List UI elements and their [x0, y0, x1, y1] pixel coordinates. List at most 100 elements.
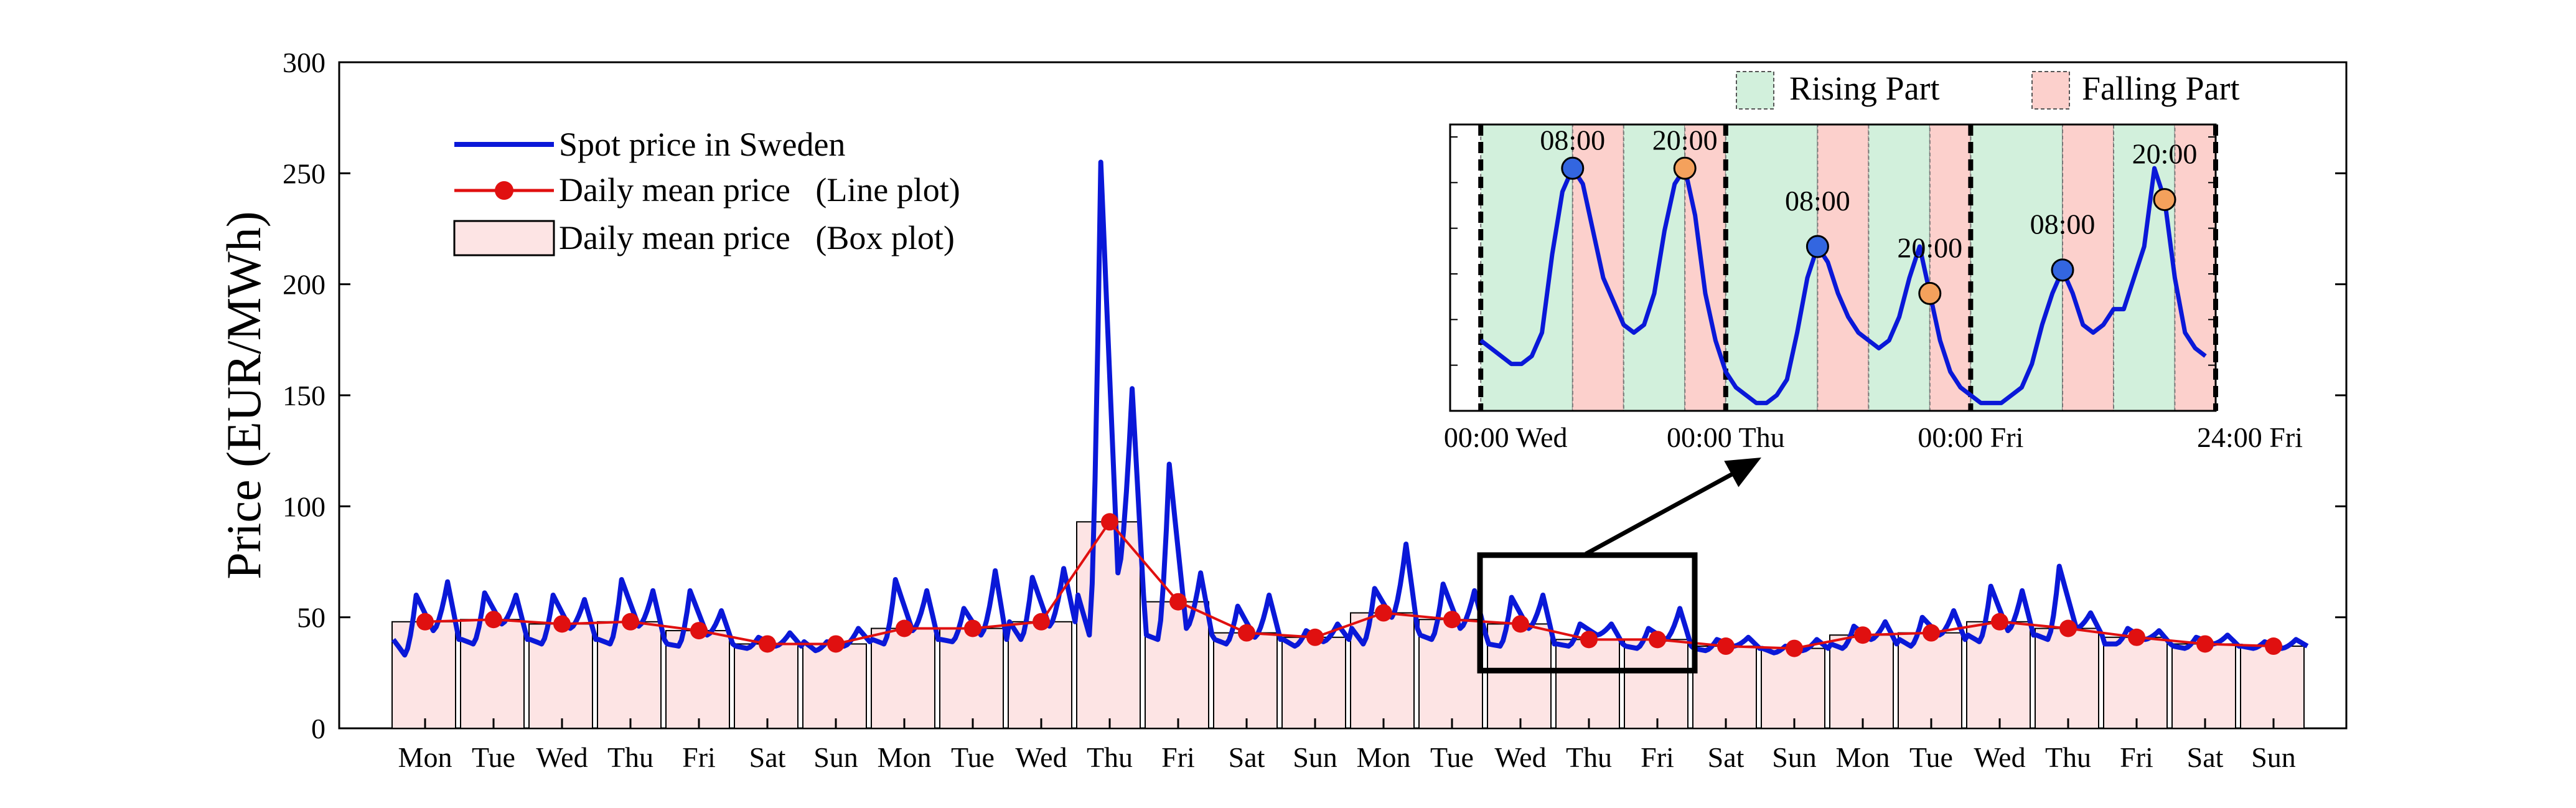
inset-ticks	[1450, 136, 2216, 411]
morning-peak-marker	[1561, 156, 1585, 180]
daily-mean-marker	[1101, 513, 1118, 531]
daily-mean-marker	[2196, 635, 2214, 653]
daily-mean-box	[2171, 643, 2236, 730]
legend-mean-marker	[495, 181, 513, 200]
evening-peak-marker	[2153, 188, 2176, 212]
x-tick-label: Wed	[1494, 741, 1546, 773]
peak-time-label: 08:00	[1785, 185, 1850, 217]
falling-region	[1817, 124, 1870, 411]
daily-mean-box	[939, 627, 1004, 729]
x-tick-label: Fri	[2120, 741, 2153, 773]
daily-mean-marker	[896, 619, 913, 637]
daily-mean-marker	[553, 615, 571, 633]
daily-mean-marker	[1375, 604, 1392, 622]
y-tick-label: 200	[283, 269, 326, 301]
falling-swatch	[2031, 71, 2070, 110]
daily-mean-marker	[2059, 619, 2077, 637]
daily-mean-box	[1761, 647, 1825, 729]
daily-mean-box	[802, 643, 867, 730]
inset-zoom-plot: 08:00 20:00 08:00 20:00 08:00 20:00 00:00 Wed…	[1444, 123, 2303, 453]
daily-mean-box	[2103, 636, 2168, 729]
x-tick-label: Mon	[1836, 741, 1890, 773]
x-tick-label: Mon	[1357, 741, 1411, 773]
rising-swatch	[1736, 71, 1774, 110]
legend-box-label: Daily mean price (Box plot)	[559, 219, 955, 256]
x-tick-label: Fri	[1161, 741, 1195, 773]
evening-peak-marker	[1673, 156, 1697, 180]
morning-peak-marker	[2051, 258, 2074, 282]
x-tick-label: Thu	[1566, 741, 1612, 773]
spot-price-line	[391, 159, 2309, 658]
daily-mean-marker	[1306, 628, 1324, 646]
y-tick-label: 0	[311, 713, 326, 745]
x-tick-label: Mon	[398, 741, 452, 773]
peak-time-label: 20:00	[2132, 138, 2198, 170]
x-tick-label: Sat	[2187, 741, 2224, 773]
rising-region	[1868, 124, 1931, 411]
rising-region	[1970, 124, 2063, 411]
x-tick-label: Wed	[1974, 741, 2025, 773]
y-tick-label: 150	[283, 380, 326, 411]
x-tick-label: Sun	[1772, 741, 1817, 773]
daily-mean-marker	[690, 622, 708, 640]
x-tick-label: Wed	[1015, 741, 1067, 773]
rising-region	[1725, 124, 1819, 411]
daily-mean-marker	[1991, 613, 2008, 631]
falling-label: Falling Part	[2082, 70, 2240, 107]
daily-mean-marker	[2265, 637, 2282, 655]
x-tick-label: Fri	[1641, 741, 1674, 773]
daily-mean-markers	[416, 513, 2282, 657]
x-tick-label: Tue	[951, 741, 995, 773]
y-tick-label: 300	[283, 47, 326, 78]
daily-mean-box	[1555, 639, 1620, 730]
x-tick-label: Tue	[1430, 741, 1474, 773]
x-tick-label: Wed	[536, 741, 588, 773]
daily-mean-box	[1692, 646, 1757, 729]
daily-mean-marker	[1649, 631, 1666, 649]
region-legend: Rising Part Falling Part	[1736, 70, 2240, 110]
legend-mean-line-label: Daily mean price (Line plot)	[559, 171, 960, 209]
daily-mean-marker	[1443, 611, 1461, 629]
daily-mean-box	[1213, 632, 1278, 730]
legend: Spot price in Sweden Daily mean price (L…	[453, 126, 960, 256]
daily-mean-marker	[1580, 631, 1598, 649]
falling-region	[2174, 124, 2216, 411]
daily-mean-box	[1624, 639, 1688, 730]
daily-mean-marker	[416, 613, 434, 631]
daily-mean-marker	[1786, 639, 1803, 657]
daily-mean-marker	[622, 613, 639, 631]
daily-mean-box	[1487, 623, 1552, 729]
daily-mean-marker	[485, 611, 502, 629]
inset-peak-markers: 08:00 20:00 08:00 20:00 08:00 20:00	[1540, 124, 2198, 305]
daily-mean-box	[1281, 636, 1346, 729]
morning-peak-marker	[1806, 235, 1829, 258]
y-tick-label: 250	[283, 157, 326, 189]
daily-mean-box	[391, 621, 456, 729]
rising-region	[2113, 124, 2176, 411]
inset-x-label: 00:00 Fri	[1918, 421, 2023, 453]
peak-time-label: 08:00	[1540, 124, 1605, 156]
daily-mean-marker	[759, 635, 776, 653]
inset-x-label: 00:00 Thu	[1667, 421, 1785, 453]
daily-mean-marker	[827, 635, 845, 653]
y-axis-label: Price (EUR/MWh)	[217, 211, 271, 579]
daily-mean-boxes	[391, 521, 2305, 730]
peak-time-label: 08:00	[2030, 209, 2096, 240]
x-tick-label: Tue	[472, 741, 515, 773]
zoom-arrow	[1585, 463, 1750, 556]
zoom-arrowhead	[1724, 458, 1761, 487]
daily-mean-marker	[1169, 593, 1187, 611]
x-tick-label: Fri	[682, 741, 716, 773]
daily-mean-marker	[1512, 615, 1529, 633]
legend-spot-label: Spot price in Sweden	[559, 126, 845, 163]
daily-mean-box	[2240, 646, 2305, 729]
legend-box-swatch	[453, 220, 555, 256]
daily-mean-marker	[2128, 628, 2145, 646]
daily-mean-box	[1350, 612, 1415, 729]
inset-regions	[1480, 124, 2216, 411]
evening-peak-marker	[1918, 281, 1942, 305]
x-tick-label: Thu	[1087, 741, 1133, 773]
inset-x-labels: 00:00 Wed 00:00 Thu 00:00 Fri 24:00 Fri	[1444, 421, 2303, 453]
daily-mean-marker	[1717, 637, 1735, 655]
